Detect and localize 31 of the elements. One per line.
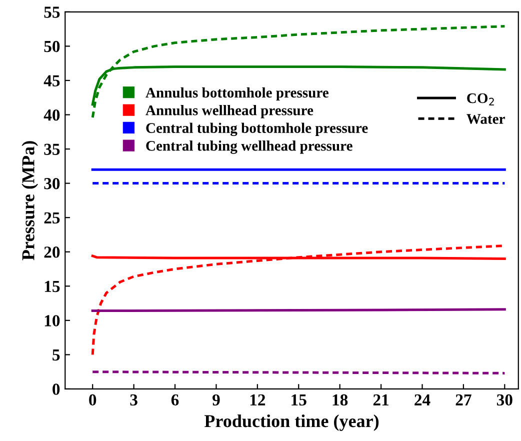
y-tick-label: 35: [44, 144, 60, 155]
x-tick-label: 6: [171, 394, 179, 406]
y-tick-label: 45: [44, 75, 60, 86]
x-tick-label: 0: [89, 394, 96, 406]
y-tick-label: 10: [44, 315, 60, 326]
y-tick-label: 50: [44, 40, 60, 52]
x-tick-label: 12: [250, 394, 266, 406]
y-tick-label: 0: [52, 384, 60, 395]
x-tick-label: 24: [414, 394, 430, 406]
legend-label: Annulus wellhead pressure: [146, 105, 314, 118]
x-tick-label: 18: [332, 394, 348, 406]
x-tick-label: 15: [292, 394, 306, 406]
y-tick-label: 30: [44, 178, 60, 190]
legend-label: Central tubing bottomhole pressure: [146, 122, 368, 136]
x-tick-label: 9: [212, 394, 220, 406]
y-tick-label: 25: [44, 212, 60, 224]
y-tick-label: 5: [52, 350, 60, 361]
annotation: CO$_{2}$: [467, 93, 494, 106]
annotation: Water: [466, 114, 505, 124]
y-tick-label: 40: [44, 109, 60, 121]
legend-label: Central tubing wellhead pressure: [146, 140, 352, 154]
x-tick-label: 21: [373, 394, 389, 406]
y-tick-label: 55: [44, 6, 60, 18]
y-axis-title: Pressure (MPa): [22, 141, 38, 260]
x-tick-label: 3: [130, 394, 138, 406]
x-axis-title: Production time (year): [204, 414, 379, 431]
x-tick-label: 30: [496, 394, 512, 406]
y-tick-label: 20: [44, 246, 60, 258]
x-tick-label: 27: [456, 394, 472, 406]
legend-label: Annulus bottomhole pressure: [146, 87, 328, 101]
y-tick-label: 15: [44, 280, 60, 292]
